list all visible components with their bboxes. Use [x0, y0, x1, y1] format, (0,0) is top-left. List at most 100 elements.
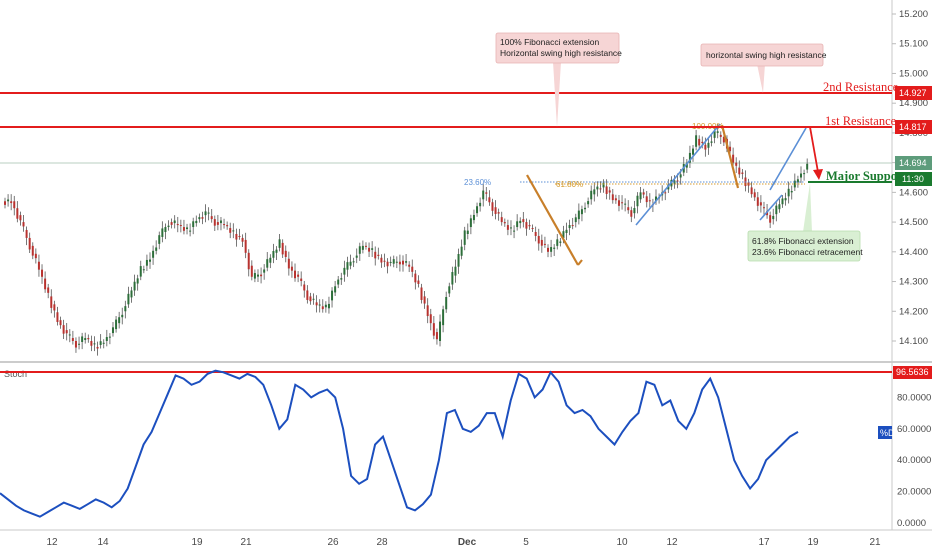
- candle-body: [408, 264, 411, 267]
- price-tick-label: 14.300: [899, 277, 928, 288]
- candle-body: [210, 216, 213, 220]
- svg-text:horizontal swing high resistan: horizontal swing high resistance: [706, 50, 827, 60]
- time-tick-label: 26: [327, 537, 339, 548]
- time-tick-label: 21: [869, 537, 881, 548]
- candle-body: [395, 261, 398, 263]
- time-tag: 11:30: [895, 172, 932, 186]
- candle-body: [679, 174, 682, 178]
- svg-text:14.817: 14.817: [899, 122, 927, 132]
- candle-body: [550, 247, 553, 252]
- current-price-tag: 14.694: [895, 156, 932, 170]
- candle-body: [105, 337, 108, 341]
- candle-body: [102, 342, 105, 344]
- candle-body: [223, 224, 226, 226]
- candle-body: [614, 198, 617, 201]
- candle-body: [800, 173, 802, 178]
- candle-body: [568, 225, 571, 229]
- candle-body: [528, 225, 531, 227]
- candle-body: [315, 302, 318, 306]
- candle-body: [621, 202, 624, 204]
- candle-body: [56, 312, 59, 322]
- candle-body: [509, 227, 512, 229]
- candle-body: [571, 225, 574, 227]
- candle-body: [34, 253, 37, 259]
- candle-body: [423, 296, 426, 304]
- candle-body: [155, 247, 158, 251]
- candle-body: [269, 257, 272, 263]
- candle-body: [182, 227, 185, 231]
- candle-body: [149, 259, 152, 262]
- candle-body: [485, 192, 488, 194]
- candle-body: [219, 220, 222, 224]
- candle-body: [108, 336, 111, 338]
- price-tick-label: 15.100: [899, 39, 928, 50]
- svg-text:61.8% Fibonacci extension: 61.8% Fibonacci extension: [752, 236, 854, 246]
- candle-body: [488, 197, 491, 203]
- candle-body: [152, 250, 155, 258]
- candle-body: [500, 217, 503, 223]
- candle-body: [250, 265, 253, 277]
- candle-body: [593, 189, 596, 195]
- candle-body: [10, 201, 13, 204]
- candle-body: [543, 243, 546, 245]
- candle-body: [306, 290, 309, 300]
- fib-23-6-label: 23.60%: [464, 178, 491, 187]
- stoch-pane-label: Stoch: [4, 369, 27, 379]
- candle-body: [278, 239, 281, 248]
- svg-text:23.6% Fibonacci retracement: 23.6% Fibonacci retracement: [752, 247, 863, 257]
- candle-body: [398, 261, 401, 265]
- candle-body: [772, 215, 775, 220]
- abc-leg-2: [577, 259, 583, 266]
- candle-body: [28, 237, 31, 250]
- candle-body: [226, 225, 229, 227]
- candle-body: [121, 314, 124, 318]
- stoch-axis[interactable]: 80.0000 60.0000 40.0000 20.0000 0.0000: [897, 392, 931, 529]
- candle-body: [716, 131, 719, 133]
- candle-body: [559, 241, 562, 243]
- time-tick-label: 19: [807, 537, 819, 548]
- candle-body: [790, 190, 793, 193]
- candle-body: [124, 306, 127, 312]
- svg-text:11:30: 11:30: [902, 174, 924, 184]
- second-resistance-tag: 14.927: [895, 86, 932, 100]
- fib-61-8-label: 61.80%: [556, 180, 583, 189]
- candle-body: [78, 343, 81, 345]
- candle-body: [781, 198, 784, 205]
- candle-body: [738, 167, 741, 175]
- candle-body: [439, 321, 442, 341]
- time-tick-label: 21: [240, 537, 252, 548]
- time-tick-label: Dec: [458, 537, 477, 548]
- candle-body: [525, 222, 528, 229]
- price-tick-label: 14.200: [899, 306, 928, 317]
- candle-body: [741, 172, 744, 174]
- candle-body: [287, 258, 290, 269]
- candle-body: [778, 204, 781, 210]
- candle-body: [664, 192, 667, 194]
- candle-body: [701, 141, 704, 144]
- time-axis[interactable]: 12 14 19 21 26 28 Dec 5 10 12 17 19 21: [46, 537, 881, 548]
- candle-body: [713, 131, 716, 138]
- candle-body: [648, 200, 651, 202]
- candle-body: [361, 245, 364, 250]
- candle-body: [84, 338, 87, 341]
- candle-body: [590, 190, 593, 200]
- abc-leg-4: [635, 123, 721, 226]
- candle-body: [318, 304, 321, 306]
- price-tick-label: 14.400: [899, 247, 928, 258]
- stoch-level-tag: 96.5636: [893, 366, 932, 379]
- candle-body: [364, 245, 367, 247]
- candle-body: [762, 207, 765, 209]
- abc-leg-6: [769, 127, 807, 191]
- candle-body: [87, 338, 90, 340]
- candle-body: [207, 212, 210, 214]
- candle-body: [756, 197, 759, 206]
- candle-body: [429, 314, 432, 324]
- candle-body: [241, 237, 244, 242]
- candle-body: [534, 232, 537, 236]
- candle-body: [158, 235, 161, 244]
- candle-body: [334, 286, 337, 293]
- candle-body: [642, 192, 645, 195]
- candle-body: [93, 343, 96, 345]
- candle-body: [41, 269, 44, 277]
- candle-body: [482, 190, 485, 200]
